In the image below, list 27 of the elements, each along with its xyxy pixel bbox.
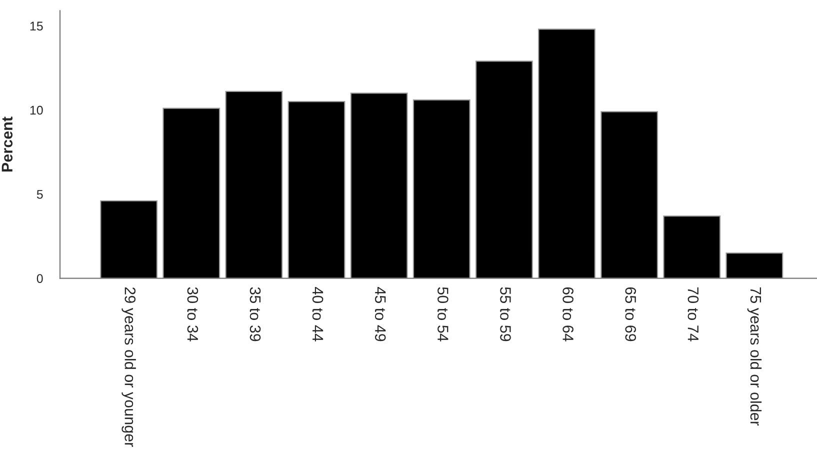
x-tick-label: 65 to 69 — [625, 287, 636, 342]
x-tick-label: 35 to 39 — [250, 287, 261, 342]
x-tick-label: 55 to 59 — [500, 287, 511, 342]
x-tick-label: 70 to 74 — [688, 287, 699, 342]
bar — [288, 101, 346, 278]
x-tick-label: 75 years old or older — [747, 287, 762, 426]
x-tick-label: 30 to 34 — [187, 287, 198, 342]
bar — [475, 60, 533, 278]
bar — [600, 111, 658, 278]
bar — [225, 90, 283, 278]
x-tick-label: 60 to 64 — [562, 287, 574, 342]
bar — [350, 92, 408, 278]
y-axis-title: Percent — [2, 116, 13, 172]
bar — [663, 215, 721, 278]
x-tick-label: 40 to 44 — [312, 286, 324, 342]
bar — [538, 28, 596, 278]
bar — [726, 252, 784, 278]
y-tick-label: 15 — [30, 22, 43, 30]
bar — [412, 99, 470, 278]
x-tick-label: 50 to 54 — [438, 287, 448, 342]
x-tick-label: 45 to 49 — [374, 286, 386, 342]
x-tick-label: 29 years old or younger — [122, 287, 136, 447]
y-tick-label: 10 — [30, 106, 43, 115]
bar — [162, 108, 220, 278]
y-tick-label: 5 — [36, 190, 43, 199]
bar — [100, 200, 158, 278]
y-tick-label: 0 — [36, 274, 43, 283]
